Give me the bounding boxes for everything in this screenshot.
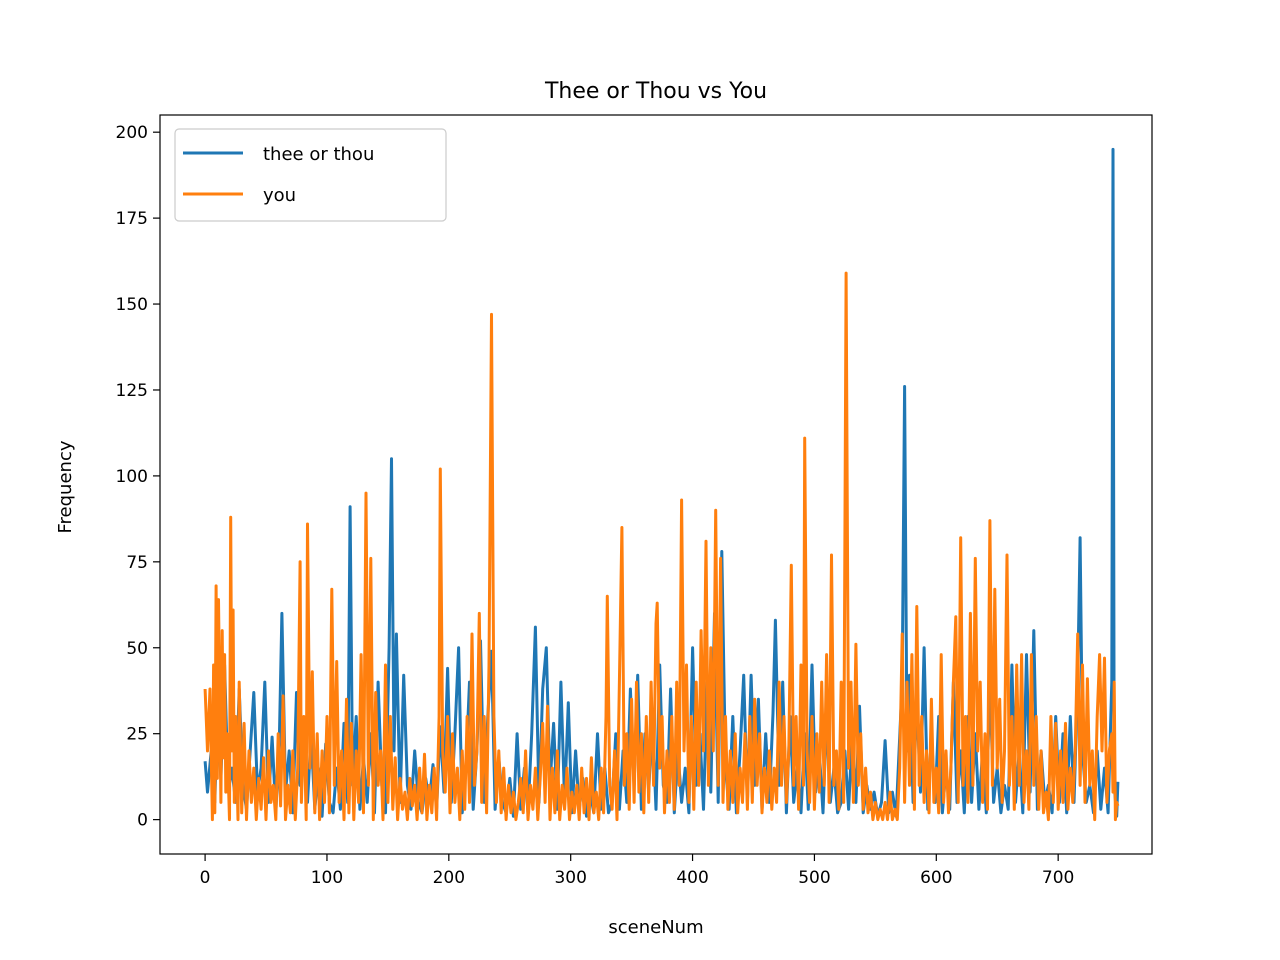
y-tick-label: 50 (126, 639, 148, 659)
y-axis: 0 25 50 75 100 125 150 175 200 (116, 123, 160, 831)
x-tick-label: 100 (311, 868, 343, 888)
y-tick-label: 125 (116, 381, 148, 401)
x-tick-label: 200 (433, 868, 465, 888)
x-tick-label: 500 (798, 868, 830, 888)
x-tick-label: 400 (676, 868, 708, 888)
series-group (203, 147, 1120, 822)
x-tick-label: 0 (200, 868, 211, 888)
x-axis: 0 100 200 300 400 500 600 700 (200, 854, 1074, 888)
chart-title: Thee or Thou vs You (544, 79, 767, 104)
y-tick-label: 0 (137, 811, 148, 831)
x-tick-label: 700 (1042, 868, 1074, 888)
y-tick-label: 100 (116, 467, 148, 487)
x-axis-label: sceneNum (608, 917, 703, 938)
y-tick-label: 25 (126, 725, 148, 745)
x-tick-label: 600 (920, 868, 952, 888)
y-tick-label: 200 (116, 123, 148, 143)
y-axis-label: Frequency (55, 440, 76, 533)
series-line-you (203, 271, 1120, 822)
plot-frame (159, 114, 1153, 855)
legend-label-thee-or-thou: thee or thou (263, 144, 374, 165)
y-tick-label: 150 (116, 295, 148, 315)
legend-box (174, 128, 447, 222)
legend-label-you: you (263, 185, 296, 206)
plot-area: 0 100 200 300 400 500 600 700 0 25 50 75 100 125 150 1… (116, 114, 1153, 888)
y-tick-label: 175 (116, 209, 148, 229)
y-tick-label: 75 (126, 553, 148, 573)
x-tick-label: 300 (554, 868, 586, 888)
legend: thee or thou you (174, 128, 447, 222)
